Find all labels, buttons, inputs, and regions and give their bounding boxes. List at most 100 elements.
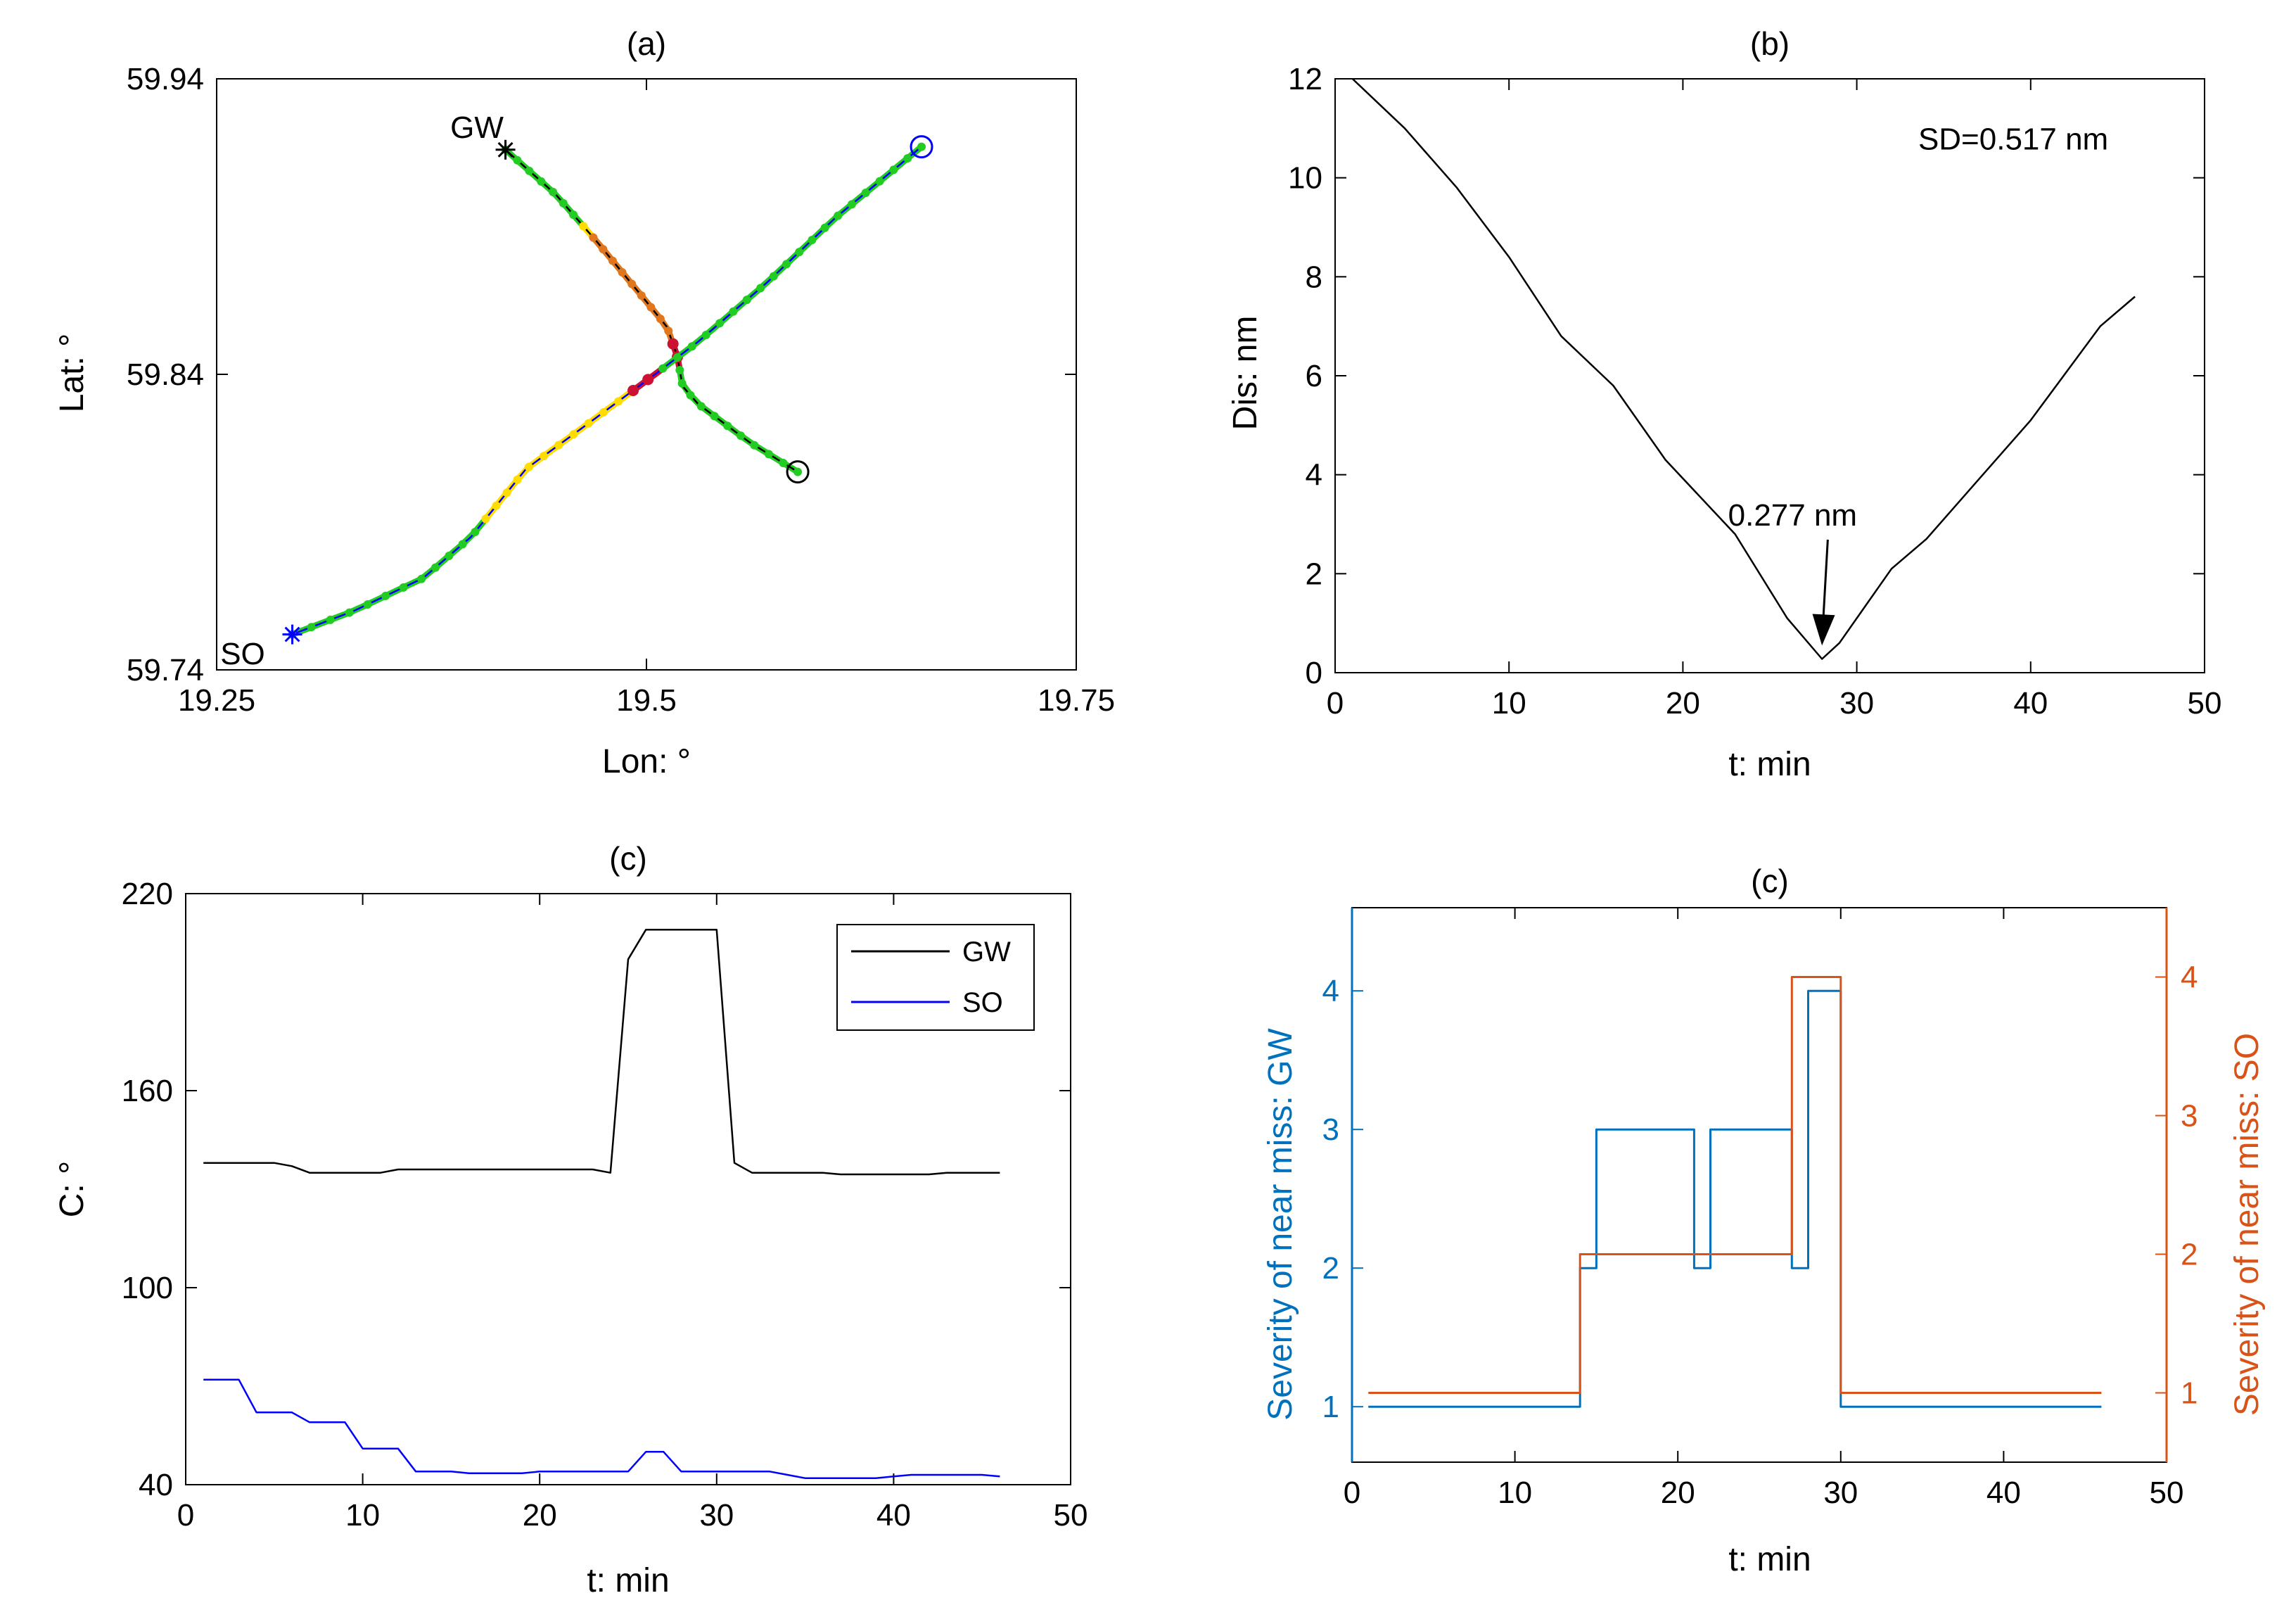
- panel-c1-title: (c): [609, 840, 647, 877]
- so-track-point: [345, 608, 354, 617]
- gw-track-point: [525, 166, 534, 175]
- gw-start-label: GW: [450, 110, 504, 145]
- so-start-asterisk-stroke: [284, 626, 300, 642]
- so-track-point: [417, 574, 426, 583]
- gw-track-point: [627, 279, 637, 288]
- panel-a-title: (a): [627, 25, 666, 62]
- so-track-point: [471, 527, 480, 536]
- gw-track-point: [579, 222, 588, 231]
- c2-xtick-label: 50: [2150, 1476, 2184, 1510]
- panel-a-plot-area: 19.25 19.5 19.75 59.74 59.84 59.94: [127, 62, 1115, 718]
- so-track-point: [769, 272, 778, 281]
- so-track-point: [834, 211, 843, 220]
- gw-track-point: [664, 326, 673, 336]
- c2-xtick-label: 30: [1823, 1476, 1858, 1510]
- distance-line: [1351, 78, 2136, 660]
- panel-c2-title: (c): [1751, 863, 1789, 899]
- panel-c1-xlabel: t: min: [587, 1562, 669, 1599]
- c1-xtick-label: 20: [523, 1498, 557, 1533]
- so-track-point: [820, 223, 829, 232]
- so-start-label: SO: [220, 637, 265, 671]
- panel-c1-ylabel: C: °: [53, 1161, 91, 1218]
- c1-ytick-label: 100: [122, 1271, 173, 1305]
- c2-ytick-label-right: 2: [2181, 1238, 2198, 1272]
- so-track-point: [540, 452, 549, 461]
- so-track-point: [513, 475, 522, 484]
- so-start-asterisk: [282, 624, 302, 645]
- min-distance-annotation: 0.277 nm: [1728, 498, 1857, 533]
- panel-c-course-chart: (c) 0 10 20 30 40 50 40 100 160 220 t: min C: ° G…: [53, 840, 1088, 1599]
- so-track-point: [326, 615, 335, 624]
- so-track-point: [756, 284, 765, 293]
- panel-a-track-map: (a) 19.25 19.5 19.75 59.74 59.84 59.94 Lon: °…: [53, 25, 1115, 780]
- c2-ytick-label: 4: [1322, 974, 1339, 1008]
- gw-track-point: [537, 177, 546, 186]
- c1-xtick-label: 10: [345, 1498, 380, 1533]
- so-track-point: [658, 364, 668, 373]
- gw-track-point: [589, 233, 598, 242]
- gw-end-circle: [786, 460, 810, 484]
- gw-start-asterisk-stroke: [497, 141, 514, 158]
- gw-track-point: [646, 303, 656, 312]
- so-track-point: [795, 248, 804, 257]
- legend-label-so: SO: [962, 987, 1003, 1018]
- gw-track-point: [723, 421, 732, 431]
- b-xtick-label: 50: [2188, 686, 2222, 721]
- so-track-point: [742, 296, 751, 305]
- so-track-point: [889, 165, 898, 175]
- so-severity-line: [1368, 976, 2102, 1394]
- gw-track-point: [710, 412, 719, 421]
- so-track-point: [363, 600, 372, 609]
- so-track-point: [569, 430, 578, 439]
- c2-ytick-label: 3: [1322, 1112, 1339, 1147]
- gw-start-asterisk: [495, 139, 516, 160]
- gw-course-line: [203, 929, 1000, 1176]
- so-track-point: [554, 440, 563, 450]
- gw-track-point: [667, 338, 679, 350]
- b-ytick-label: 4: [1306, 458, 1322, 493]
- so-track-point: [445, 551, 454, 560]
- sd-annotation: SD=0.517 nm: [1918, 122, 2108, 156]
- so-track-point: [875, 177, 884, 186]
- legend-box: [836, 924, 1035, 1031]
- c2-xtick-label: 0: [1344, 1476, 1360, 1510]
- b-ytick-label: 8: [1306, 260, 1322, 294]
- so-track-point: [599, 408, 608, 417]
- panel-c2-ylabel-left: Severity of near miss: GW: [1262, 1028, 1299, 1421]
- b-ytick-label: 6: [1306, 359, 1322, 393]
- c2-ytick-label: 2: [1322, 1251, 1339, 1286]
- so-track-point: [687, 342, 696, 351]
- c2-ytick-label-right: 3: [2181, 1099, 2198, 1134]
- so-track-point: [627, 384, 639, 396]
- c2-ytick-label: 1: [1322, 1390, 1339, 1424]
- b-xtick-label: 10: [1492, 686, 1526, 721]
- so-track-point: [715, 319, 725, 328]
- panel-c1-plot-area: 0 10 20 30 40 50 40 100 160 220: [122, 877, 1088, 1533]
- c1-xtick-label: 30: [699, 1498, 734, 1533]
- panel-c-severity-chart: (c) 0 10 20 30 40 50 1 2 3 4 1 2 3 4 t: min Severity …: [1262, 863, 2266, 1578]
- so-track-point: [613, 397, 623, 406]
- gw-track-point: [618, 268, 627, 277]
- c1-ytick-label: 220: [122, 877, 173, 911]
- panel-a-ylabel: Lat: °: [53, 334, 91, 413]
- so-track-point: [672, 353, 682, 362]
- gw-track-point: [637, 291, 646, 300]
- c2-xtick-label: 20: [1661, 1476, 1695, 1510]
- gw-track-point: [793, 467, 803, 476]
- a-xtick-label: 19.5: [616, 683, 677, 718]
- c1-ytick-label: 160: [122, 1074, 173, 1108]
- a-ytick-label: 59.94: [127, 62, 204, 96]
- panel-b-title: (b): [1750, 25, 1790, 62]
- so-track-point: [729, 307, 738, 316]
- gw-track-point: [750, 440, 759, 450]
- gw-track-point: [656, 315, 665, 324]
- so-track-point: [307, 623, 316, 632]
- panel-c2-xlabel: t: min: [1728, 1541, 1811, 1578]
- panel-c2-ylabel-right: Severity of near miss: SO: [2228, 1033, 2266, 1416]
- so-track-point: [458, 540, 467, 549]
- a-ytick-label: 59.74: [127, 653, 204, 687]
- so-track-point: [431, 563, 440, 572]
